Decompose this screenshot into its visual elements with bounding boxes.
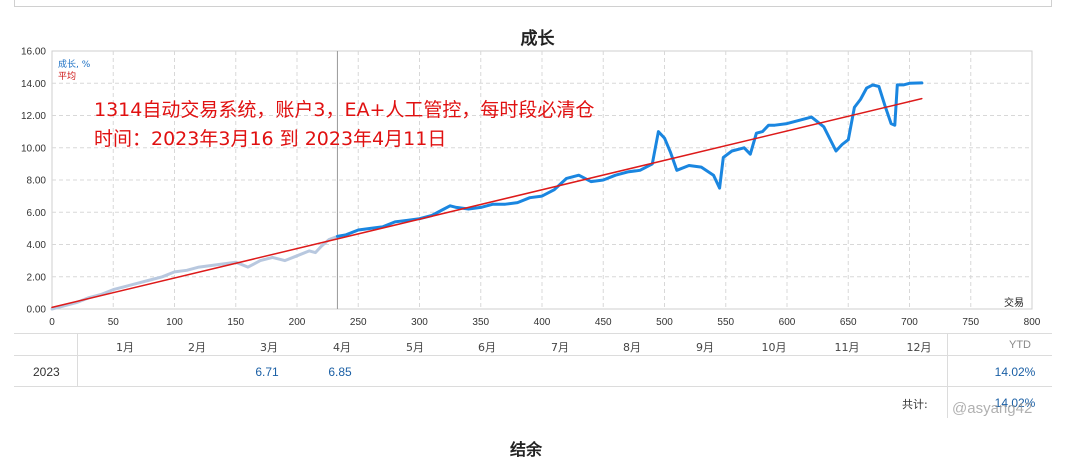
month-header: 12月 [906,341,932,354]
y-tick-label: 6.00 [27,208,47,219]
x-tick-label: 0 [49,317,55,328]
watermark: @asyang42 [952,400,1033,417]
growth-chart: 0.00 2.00 4.00 6.00 8.00 10.00 12.00 14.00 16.00… [21,47,1041,329]
x-tick-label: 600 [779,317,796,328]
x-tick-label: 200 [289,317,306,328]
month-header: 10月 [761,341,787,354]
chart-title: 成长 [520,29,555,49]
x-tick-label: 400 [534,317,551,328]
x-tick-label: 300 [411,317,428,328]
y-tick-label: 12.00 [21,111,46,122]
x-tick-label: 700 [901,317,918,328]
y-tick-label: 4.00 [27,240,47,251]
x-tick-label: 800 [1024,317,1041,328]
month-header: 2月 [188,341,206,354]
month-header: 3月 [260,341,278,354]
x-tick-label: 150 [227,317,244,328]
y-tick-label: 14.00 [21,79,46,90]
month-header: 9月 [696,341,714,354]
table-divider-ytd-col [947,334,948,418]
x-tick-label: 100 [166,317,183,328]
month-value-april: 6.85 [328,365,352,379]
y-tick-label: 8.00 [27,176,47,187]
total-value: 14.02% [994,396,1036,410]
annotation-line-2: 时间：2023年3月16 到 2023年4月11日 [94,128,447,150]
annotation-line-1: 1314自动交易系统，账户3，EA+人工管控，每时段必清仓 [94,99,595,121]
growth-line [335,81,924,238]
total-label: 共计: [902,398,928,411]
x-tick-label: 500 [656,317,673,328]
month-header: 11月 [834,341,860,354]
growth-line-history [50,234,339,311]
legend-average: 平均 [58,72,77,82]
legend-growth: 成长, % [58,60,91,70]
x-axis-label: 交易 [1004,298,1024,309]
x-tick-label: 450 [595,317,612,328]
x-tick-label: 650 [840,317,857,328]
x-tick-label: 750 [962,317,979,328]
average-line [51,97,923,309]
month-header: 6月 [478,341,496,354]
table-divider-bottom [14,386,1052,387]
x-tick-label: 350 [472,317,489,328]
y-tick-label: 2.00 [27,272,47,283]
month-value-march: 6.71 [255,365,279,379]
month-header: 7月 [551,341,569,354]
y-tick-label: 10.00 [21,143,46,154]
previous-panel-edge [14,0,1052,7]
next-section-title: 结余 [510,440,543,459]
table-divider-top [14,333,1052,334]
x-tick-label: 550 [717,317,734,328]
ytd-value: 14.02% [994,365,1036,379]
month-header: 1月 [116,341,134,354]
table-divider-year-col [77,334,78,386]
y-tick-label: 0.00 [27,305,47,316]
month-header: 5月 [406,341,424,354]
table-divider-header [14,355,1052,356]
x-tick-label: 50 [108,317,120,328]
month-header: 8月 [623,341,641,354]
year-label: 2023 [33,365,60,379]
month-header: 4月 [333,341,351,354]
x-tick-label: 250 [350,317,367,328]
y-tick-label: 16.00 [21,47,46,58]
ytd-header: YTD [1009,339,1031,351]
